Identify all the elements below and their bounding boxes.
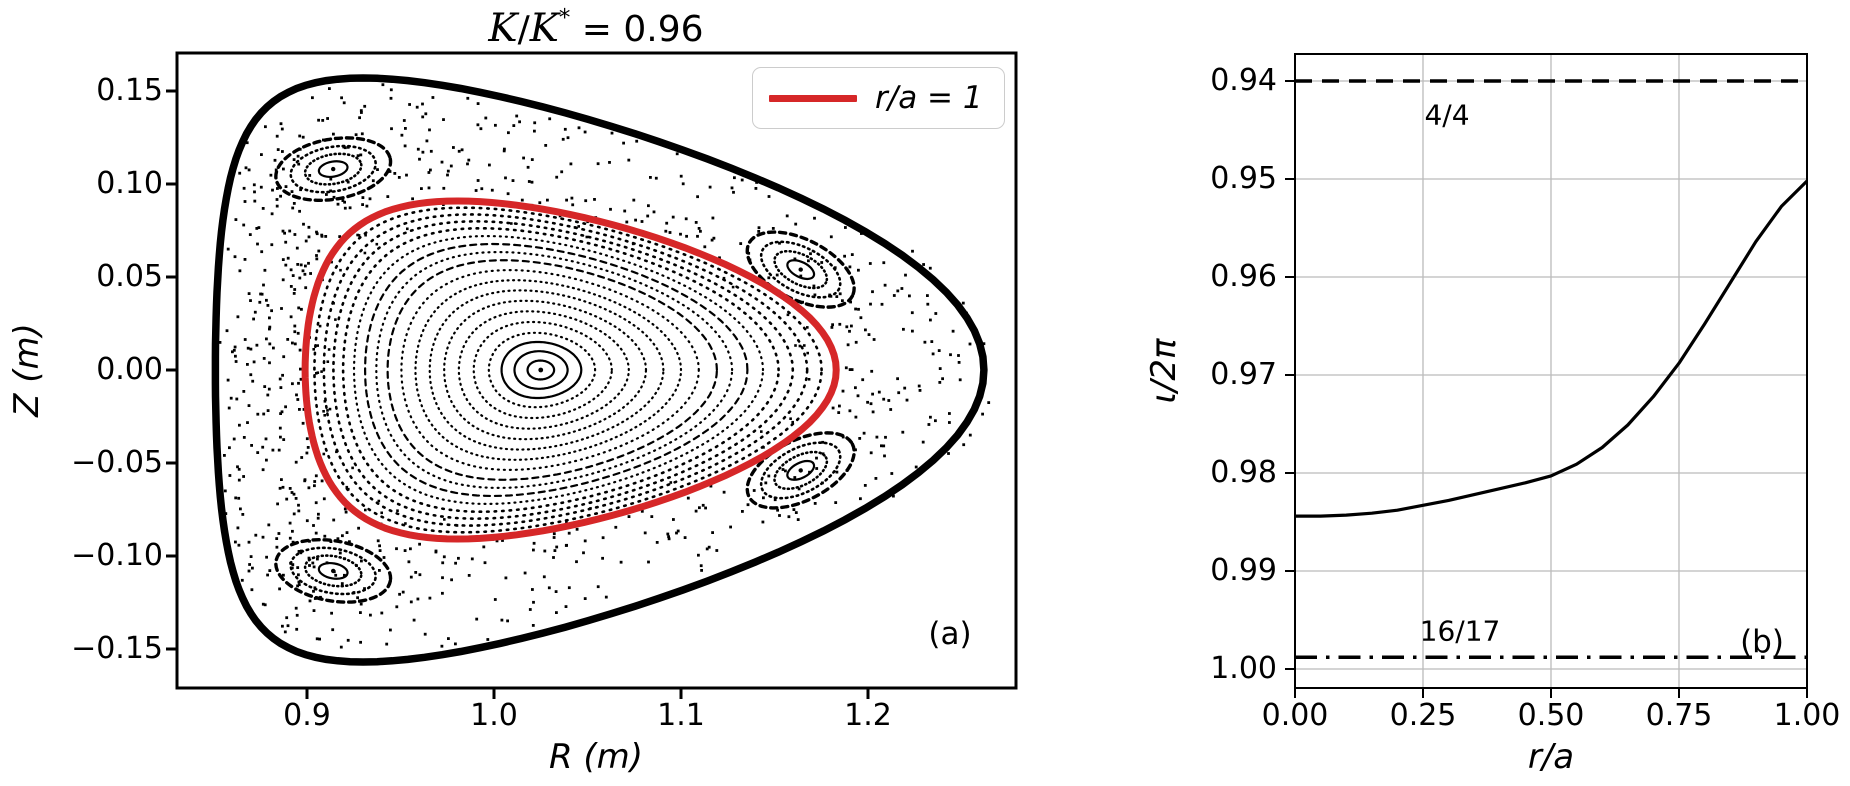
tick-label: 0.96 xyxy=(1210,259,1277,294)
tick-label: 0.05 xyxy=(96,259,163,294)
plot-title: K/K* = 0.96 xyxy=(488,5,703,51)
tick-label: 0.00 xyxy=(1261,698,1329,733)
legend: r/a = 1 xyxy=(752,67,1005,129)
tick-label: 0.00 xyxy=(96,352,163,387)
panel-b-xlabel: r/a xyxy=(1527,737,1575,777)
legend-red-line xyxy=(769,94,857,102)
tick-label: 0.98 xyxy=(1210,455,1277,490)
tick-label: 1.1 xyxy=(657,698,705,733)
tick-label: 0.75 xyxy=(1645,698,1713,733)
tick-label: −0.05 xyxy=(71,445,163,480)
tick-label: −0.10 xyxy=(71,538,163,573)
tick-label: 1.00 xyxy=(1210,651,1277,686)
title-value: = 0.96 xyxy=(570,9,704,50)
panel-a-label: (a) xyxy=(928,616,972,652)
panel-b-label: (b) xyxy=(1740,624,1784,660)
tick-label: 1.2 xyxy=(844,698,892,733)
tick-label: −0.15 xyxy=(71,631,163,666)
annotation-16-17: 16/17 xyxy=(1419,614,1501,648)
title-script-k2: K xyxy=(529,6,559,51)
panel-a-xlabel: R (m) xyxy=(548,737,644,777)
annotation-4-4: 4/4 xyxy=(1424,98,1470,132)
panel-b-ylabel: ι/2π xyxy=(1144,338,1184,404)
panel-a-ylabel: Z (m) xyxy=(7,323,47,417)
tick-label: 0.10 xyxy=(96,166,163,201)
legend-label: r/a = 1 xyxy=(875,80,983,116)
title-superscript: * xyxy=(558,5,571,31)
tick-label: 0.9 xyxy=(283,698,331,733)
tick-label: 0.97 xyxy=(1210,357,1277,392)
title-slash: / xyxy=(517,9,530,50)
title-script-k1: K xyxy=(488,6,518,51)
tick-label: 0.99 xyxy=(1210,553,1277,588)
tick-label: 0.15 xyxy=(96,73,163,108)
tick-label: 1.00 xyxy=(1773,698,1841,733)
tick-label: 0.95 xyxy=(1210,161,1277,196)
tick-label: 0.50 xyxy=(1517,698,1585,733)
tick-label: 0.94 xyxy=(1210,63,1277,98)
tick-label: 1.0 xyxy=(470,698,518,733)
tick-label: 0.25 xyxy=(1389,698,1457,733)
